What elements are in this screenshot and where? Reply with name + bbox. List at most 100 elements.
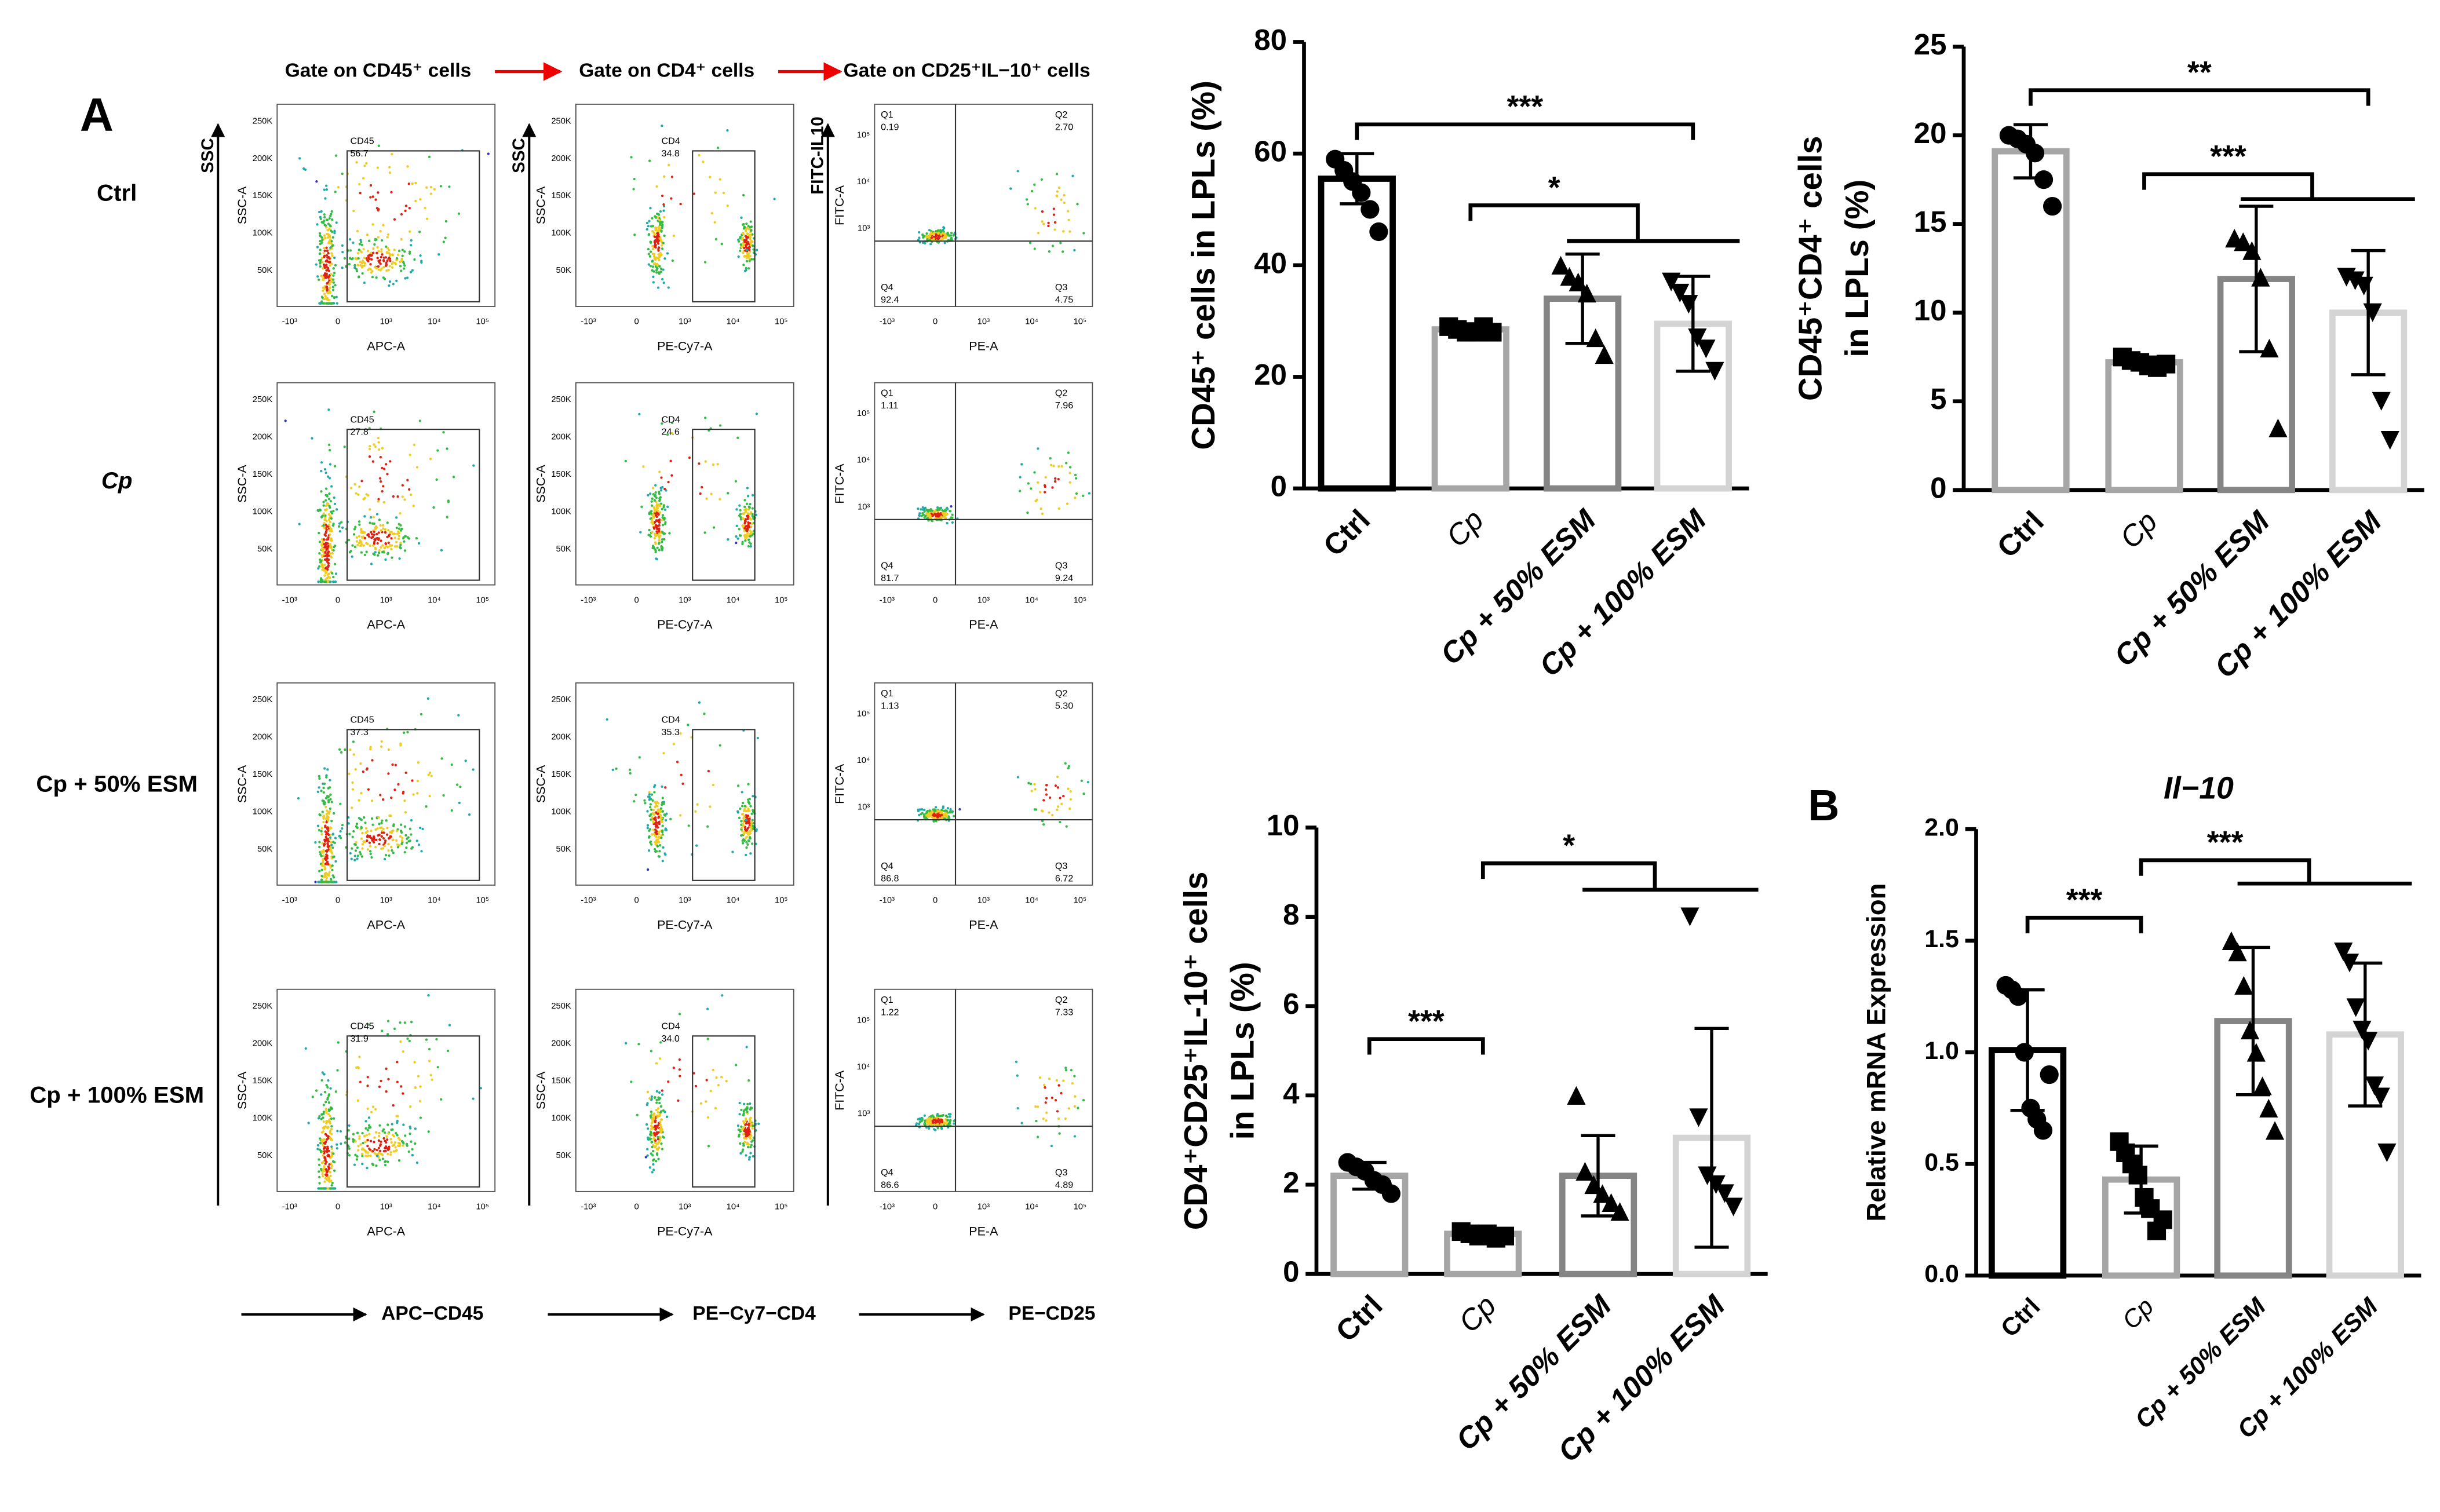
event-dot bbox=[735, 535, 738, 538]
event-dot bbox=[1062, 1079, 1065, 1082]
event-dot bbox=[328, 299, 331, 302]
quadrant-name: Q3 bbox=[1055, 861, 1068, 871]
event-dot bbox=[409, 1132, 411, 1135]
event-dot bbox=[400, 257, 403, 260]
event-dot bbox=[749, 531, 753, 534]
event-dot bbox=[363, 536, 367, 540]
significance-bracket bbox=[2029, 88, 2370, 106]
event-dot bbox=[329, 779, 331, 781]
event-dot bbox=[940, 1114, 943, 1117]
event-dot bbox=[329, 520, 331, 524]
event-dot bbox=[416, 792, 419, 795]
flow-ytick: 150K bbox=[253, 191, 273, 200]
event-dot bbox=[327, 579, 330, 582]
event-dot bbox=[386, 473, 389, 476]
event-dot bbox=[918, 231, 921, 234]
gate-value: 56.7 bbox=[350, 148, 368, 159]
event-dot bbox=[330, 878, 333, 881]
event-dot bbox=[421, 827, 424, 830]
event-dot bbox=[745, 841, 748, 844]
event-dot bbox=[394, 1146, 397, 1149]
event-dot bbox=[1043, 1083, 1046, 1087]
event-dot bbox=[339, 1130, 342, 1133]
event-dot bbox=[370, 258, 373, 261]
quadrant-name: Q1 bbox=[881, 109, 893, 120]
event-dot bbox=[321, 1173, 324, 1175]
event-dot bbox=[741, 826, 743, 830]
event-dot bbox=[653, 791, 656, 794]
event-dot bbox=[326, 576, 329, 580]
event-dot bbox=[405, 1142, 409, 1145]
event-dot bbox=[324, 509, 328, 512]
event-dot bbox=[937, 238, 940, 240]
event-dot bbox=[404, 535, 407, 538]
event-dot bbox=[399, 742, 402, 745]
event-dot bbox=[940, 1120, 944, 1124]
event-dot bbox=[320, 881, 323, 883]
event-dot bbox=[745, 502, 749, 505]
event-dot bbox=[716, 147, 720, 149]
event-dot bbox=[325, 1122, 328, 1124]
event-dot bbox=[706, 825, 709, 828]
event-dot bbox=[327, 408, 330, 411]
event-dot bbox=[397, 537, 400, 540]
event-dot bbox=[1067, 767, 1070, 770]
event-dot bbox=[369, 852, 372, 856]
event-dot bbox=[341, 824, 344, 827]
event-dot bbox=[429, 192, 432, 195]
flow-xtick: 0 bbox=[634, 596, 639, 605]
event-dot bbox=[365, 162, 368, 165]
event-dot bbox=[322, 1144, 324, 1147]
event-dot bbox=[745, 507, 747, 510]
event-dot bbox=[391, 544, 393, 547]
event-dot bbox=[659, 1128, 662, 1132]
event-dot bbox=[656, 844, 659, 848]
event-dot bbox=[430, 775, 433, 777]
event-dot bbox=[440, 549, 443, 552]
event-dot bbox=[372, 552, 375, 556]
event-dot bbox=[388, 545, 391, 547]
point bbox=[2228, 943, 2247, 962]
event-dot bbox=[384, 528, 387, 531]
event-dot bbox=[654, 258, 657, 261]
event-dot bbox=[649, 492, 652, 495]
event-dot bbox=[657, 835, 661, 838]
event-dot bbox=[387, 257, 390, 260]
event-dot bbox=[1048, 250, 1051, 253]
event-dot bbox=[359, 239, 362, 242]
event-dot bbox=[1052, 207, 1055, 210]
event-dot bbox=[743, 809, 746, 813]
event-dot bbox=[325, 538, 329, 541]
event-dot bbox=[330, 1125, 333, 1128]
event-dot bbox=[325, 254, 329, 257]
event-dot bbox=[369, 445, 371, 448]
event-dot bbox=[751, 819, 754, 821]
point bbox=[1577, 283, 1596, 303]
event-dot bbox=[335, 221, 338, 224]
event-dot bbox=[1071, 1082, 1074, 1085]
flow-xtick: 10⁴ bbox=[428, 317, 441, 327]
event-dot bbox=[334, 572, 338, 575]
event-dot bbox=[364, 821, 367, 824]
event-dot bbox=[376, 257, 379, 260]
event-dot bbox=[324, 817, 328, 820]
event-dot bbox=[327, 1176, 330, 1179]
event-dot bbox=[331, 874, 334, 877]
event-dot bbox=[926, 517, 929, 520]
event-dot bbox=[382, 798, 385, 801]
event-dot bbox=[386, 1020, 390, 1022]
event-dot bbox=[740, 1125, 743, 1128]
event-dot bbox=[657, 855, 660, 858]
event-dot bbox=[429, 185, 433, 189]
event-dot bbox=[652, 526, 655, 529]
gate-heading: Gate on CD45⁺ cells bbox=[285, 60, 472, 81]
event-dot bbox=[326, 494, 329, 497]
event-dot bbox=[328, 257, 331, 260]
event-dot bbox=[929, 243, 932, 246]
event-dot bbox=[319, 577, 323, 580]
flow-xtick: 10⁴ bbox=[727, 896, 740, 905]
event-dot bbox=[382, 266, 385, 269]
event-dot bbox=[650, 1095, 653, 1098]
event-dot bbox=[1029, 783, 1033, 786]
event-dot bbox=[659, 210, 662, 213]
